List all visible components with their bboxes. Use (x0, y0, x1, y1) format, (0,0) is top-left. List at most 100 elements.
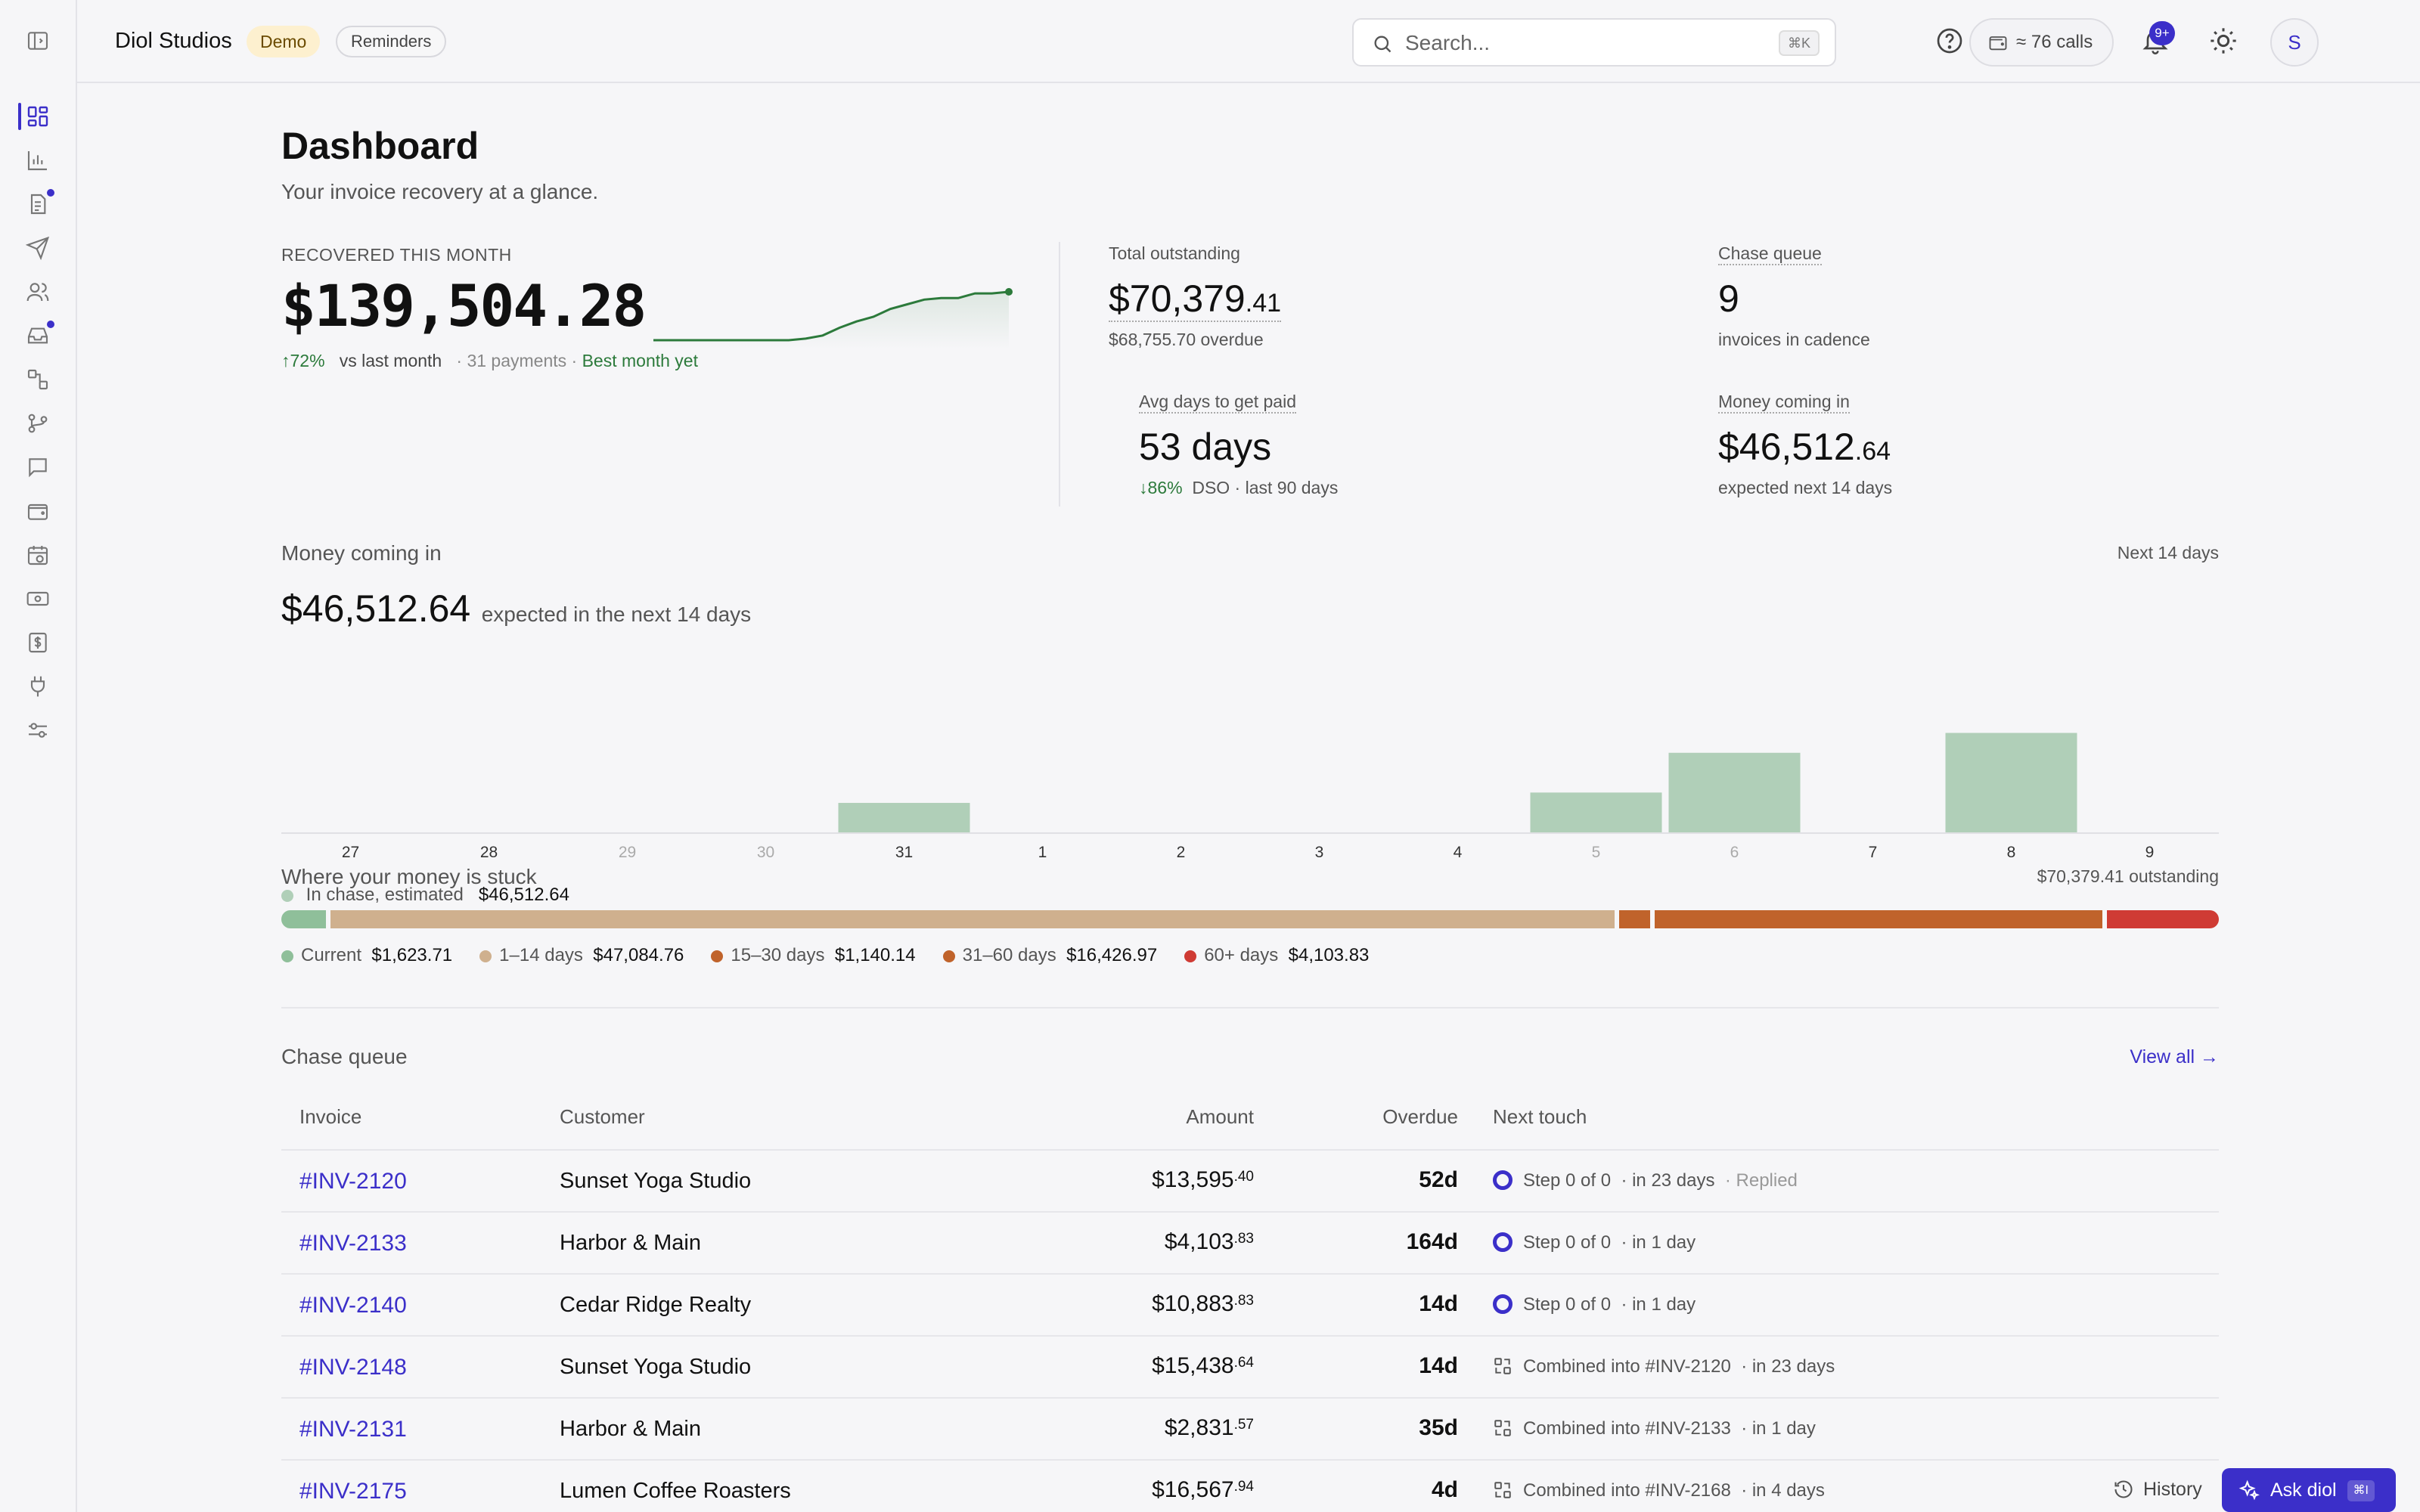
aging-segment[interactable] (2107, 910, 2219, 928)
workspace-name[interactable]: Diol Studios (115, 29, 232, 53)
invoice-link[interactable]: #INV-2148 (299, 1355, 407, 1380)
x-tick-label: 29 (618, 844, 637, 861)
sidebar-item-integrations[interactable] (26, 674, 50, 699)
chart-bar[interactable] (838, 803, 970, 833)
customer-name: Lumen Coffee Roasters (560, 1479, 791, 1503)
avg-days-label[interactable]: Avg days to get paid (1139, 392, 1296, 414)
table-row[interactable]: #INV-2131 Harbor & Main $2,831.57 35d Combin… (281, 1397, 2219, 1459)
aging-segment[interactable] (281, 910, 326, 928)
section-divider (281, 1007, 2219, 1009)
aging-legend-item: 15–30 days $1,140.14 (711, 945, 916, 965)
wallet-icon (27, 503, 48, 520)
theme-toggle-icon[interactable] (2208, 26, 2238, 56)
invoice-link[interactable]: #INV-2140 (299, 1293, 407, 1318)
calls-credit-button[interactable]: ≈ 76 calls (1969, 18, 2114, 67)
avatar[interactable]: S (2270, 18, 2319, 67)
sidebar-item-dashboard[interactable] (26, 104, 50, 129)
col-invoice[interactable]: Invoice (299, 1105, 362, 1128)
sidebar-item-customers[interactable] (26, 280, 50, 304)
chart-bar[interactable] (1668, 752, 1801, 833)
table-row[interactable]: #INV-2140 Cedar Ridge Realty $10,883.83 14d… (281, 1273, 2219, 1335)
chase-queue-label[interactable]: Chase queue (1718, 243, 1822, 265)
next-touch: Combined into #INV-2168 · in 4 days (1493, 1480, 1835, 1501)
customers-icon (26, 283, 49, 302)
invoice-link[interactable]: #INV-2131 (299, 1417, 407, 1442)
invoice-link[interactable]: #INV-2120 (299, 1169, 407, 1194)
amount-dollars: $15,438 (1152, 1353, 1234, 1378)
touch-when: · in 1 day (1741, 1418, 1816, 1439)
money-in-range[interactable]: Next 14 days (2117, 543, 2219, 562)
table-row[interactable]: #INV-2133 Harbor & Main $4,103.83 164d Step … (281, 1211, 2219, 1273)
sliders-icon (29, 723, 47, 738)
reminders-badge[interactable]: Reminders (336, 26, 447, 57)
x-tick-label: 2 (1176, 844, 1186, 861)
aging-bucket-label: 1–14 days (499, 945, 583, 965)
aging-bucket-value: $47,084.76 (593, 945, 684, 965)
table-row[interactable]: #INV-2175 Lumen Coffee Roasters $16,567.94… (281, 1459, 2219, 1512)
topbar: Diol Studios Demo Reminders ⌘K ≈ 76 call… (77, 0, 2420, 83)
table-row[interactable]: #INV-2120 Sunset Yoga Studio $13,595.40 52d… (281, 1149, 2219, 1211)
sidebar-item-invoices[interactable] (26, 189, 54, 216)
aging-segment[interactable] (1618, 910, 1650, 928)
col-overdue[interactable]: Overdue (1382, 1105, 1458, 1128)
money-in-legend: In chase, estimated $46,512.64 (281, 885, 569, 906)
chase-queue-title: Chase queue (281, 1045, 408, 1068)
ask-label: Ask diol (2270, 1479, 2337, 1501)
kpi-divider (1059, 242, 1060, 507)
aging-legend-item: 31–60 days $16,426.97 (942, 945, 1157, 965)
ask-diol-button[interactable]: Ask diol ⌘I (2222, 1468, 2396, 1512)
col-customer[interactable]: Customer (560, 1105, 645, 1128)
next-touch: Step 0 of 0 · in 1 day (1493, 1294, 1706, 1315)
stuck-total: $70,379.41 outstanding (2037, 866, 2219, 886)
history-button[interactable]: History (2099, 1468, 2217, 1510)
help-icon[interactable] (1934, 26, 1965, 56)
amount-cents: .64 (1233, 1355, 1254, 1371)
chart-bar[interactable] (1530, 792, 1662, 833)
sidebar-item-send[interactable] (25, 236, 50, 261)
search-input[interactable] (1405, 27, 1753, 59)
table-row[interactable]: #INV-2148 Sunset Yoga Studio $15,438.64 14d… (281, 1335, 2219, 1397)
aging-bucket-label: Current (301, 945, 362, 965)
aging-segment[interactable] (330, 910, 1615, 928)
amount-dollars: $4,103 (1164, 1229, 1234, 1254)
combine-icon (1494, 1357, 1511, 1374)
col-next-touch[interactable]: Next touch (1493, 1105, 1587, 1128)
sidebar-toggle-icon[interactable] (26, 29, 50, 53)
outstanding-label: Total outstanding (1109, 243, 1240, 263)
amount-dollars: $10,883 (1152, 1291, 1234, 1316)
sidebar-item-branches[interactable] (26, 411, 50, 435)
recovered-comparison: ↑72% vs last month · 31 payments · Best … (281, 351, 698, 371)
sidebar-item-wallet[interactable] (26, 499, 50, 523)
sidebar-item-messages[interactable] (26, 455, 50, 479)
recovered-label: RECOVERED THIS MONTH (281, 245, 512, 265)
invoice-link[interactable]: #INV-2133 (299, 1231, 407, 1256)
overdue-days: 4d (1431, 1477, 1458, 1502)
legend-dot (1184, 950, 1197, 962)
coming-in-label[interactable]: Money coming in (1718, 392, 1850, 414)
touch-step: Combined into #INV-2168 (1523, 1480, 1731, 1501)
legend-dot (281, 889, 293, 902)
sidebar-item-reports[interactable] (26, 148, 50, 172)
notification-count-badge: 9+ (2149, 21, 2175, 45)
outstanding-amount[interactable]: $70,379.41 (1109, 277, 1282, 322)
sidebar-item-workflows[interactable] (26, 367, 50, 392)
aging-segment[interactable] (1654, 910, 2102, 928)
sidebar-item-payments[interactable] (26, 587, 50, 611)
view-all-link[interactable]: View all → (2130, 1046, 2219, 1067)
x-tick-label: 1 (1038, 844, 1047, 861)
chart-bar[interactable] (1945, 733, 2077, 833)
amount-cents: .94 (1233, 1479, 1254, 1495)
sidebar-item-schedule[interactable] (26, 543, 50, 567)
coming-in-sub: expected next 14 days (1718, 478, 1893, 497)
col-amount[interactable]: Amount (1186, 1105, 1254, 1128)
search-box[interactable]: ⌘K (1352, 18, 1836, 67)
avg-days-value: 53 days (1139, 426, 1272, 468)
sidebar-item-billing[interactable] (26, 631, 50, 655)
recovered-highlight: Best month yet (582, 351, 698, 370)
x-tick-label: 5 (1591, 844, 1601, 861)
sidebar-item-inbox[interactable] (26, 321, 54, 348)
customer-name: Harbor & Main (560, 1417, 701, 1441)
sidebar-item-settings[interactable] (26, 718, 50, 742)
invoice-link[interactable]: #INV-2175 (299, 1479, 407, 1504)
sparkline-line (653, 290, 1010, 342)
